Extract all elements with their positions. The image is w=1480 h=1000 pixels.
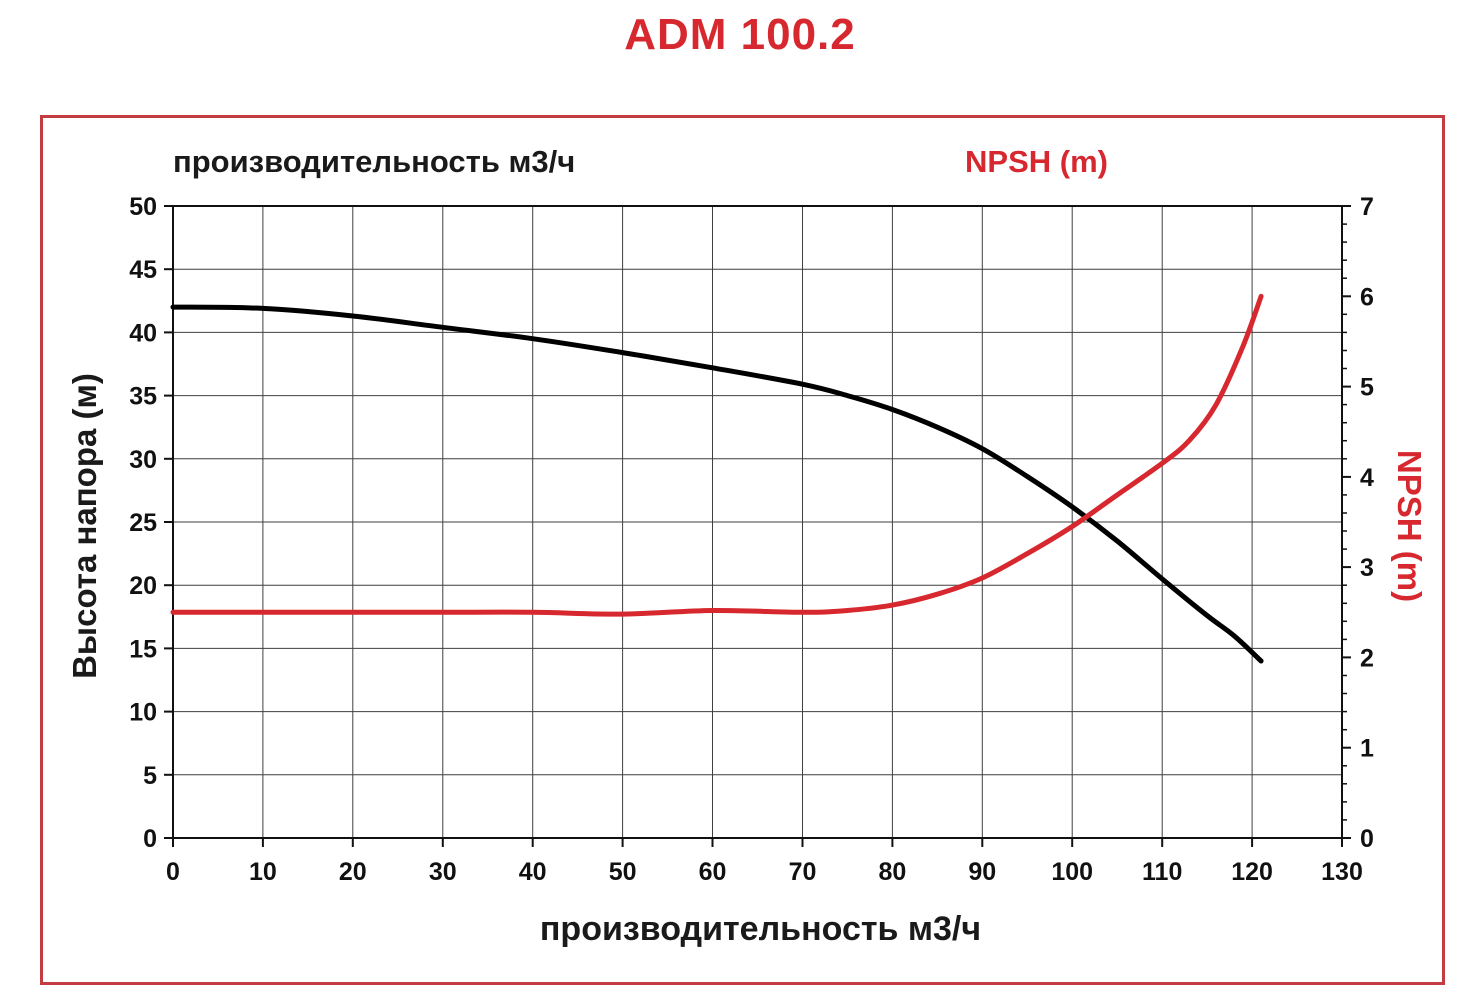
x-axis-tick-label: 90 [968, 858, 996, 886]
x-axis-tick-label: 20 [339, 858, 367, 886]
left-axis-tick-label: 30 [129, 446, 157, 474]
left-axis-tick-label: 45 [129, 256, 157, 284]
top-right-axis-header: NPSH (m) [965, 144, 1108, 179]
right-axis-tick-label: 1 [1360, 735, 1374, 763]
right-axis-tick-label: 5 [1360, 374, 1374, 402]
right-axis-tick-label: 3 [1360, 554, 1374, 582]
chart-frame: производительность м3/ч NPSH (m) 0 5 10 15 2… [40, 115, 1445, 985]
right-axis-tick-label: 6 [1360, 283, 1374, 311]
top-left-axis-header: производительность м3/ч [173, 144, 576, 179]
left-axis-tick-label: 0 [143, 825, 157, 853]
left-axis-title: Высота напора (м) [66, 373, 103, 679]
right-axis-tick-label: 7 [1360, 193, 1374, 221]
left-axis-tick-label: 50 [129, 193, 157, 221]
x-axis-tick-label: 130 [1321, 858, 1363, 886]
right-axis-tick-label: 4 [1360, 464, 1374, 492]
right-axis-title: NPSH (m) [1391, 449, 1428, 603]
left-axis-tick-label: 25 [129, 509, 157, 537]
left-axis-tick-label: 35 [129, 383, 157, 411]
x-axis-tick-label: 30 [429, 858, 457, 886]
x-axis-tick-label: 120 [1231, 858, 1273, 886]
x-axis-tick-label: 40 [519, 858, 547, 886]
left-axis-tick-label: 20 [129, 572, 157, 600]
left-axis-tick-label: 5 [143, 762, 157, 790]
x-axis-tick-label: 80 [878, 858, 906, 886]
x-axis-tick-label: 50 [609, 858, 637, 886]
page-title: ADM 100.2 [624, 10, 856, 59]
right-axis-tick-label: 2 [1360, 644, 1374, 672]
npsh-curve [170, 293, 1264, 617]
x-axis-title: производительность м3/ч [539, 910, 982, 948]
x-axis-tick-label: 70 [789, 858, 817, 886]
x-axis-tick-label: 100 [1051, 858, 1093, 886]
x-axis-tick-label: 60 [699, 858, 727, 886]
head-curve [170, 304, 1264, 664]
left-axis-tick-label: 15 [129, 635, 157, 663]
x-axis-tick-label: 10 [249, 858, 277, 886]
left-axis-tick-label: 10 [129, 699, 157, 727]
x-axis-tick-label: 110 [1142, 858, 1182, 886]
x-axis-tick-label: 0 [166, 858, 180, 886]
right-axis-tick-label: 0 [1360, 825, 1374, 853]
left-axis-tick-label: 40 [129, 319, 157, 347]
